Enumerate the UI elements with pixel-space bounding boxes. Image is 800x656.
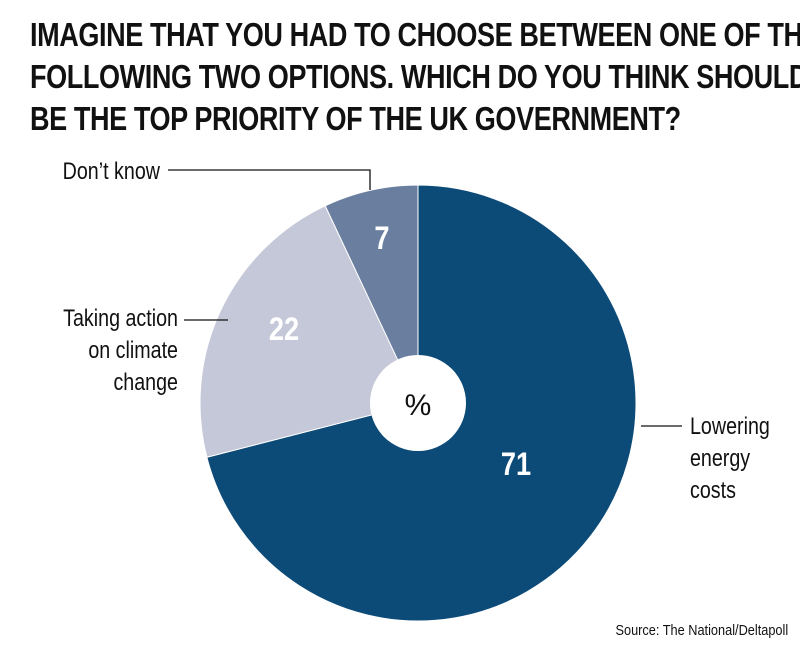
leader-line-don-t-know xyxy=(168,169,371,190)
slice-don-t-know xyxy=(324,184,419,404)
category-label-line: costs xyxy=(690,476,736,503)
source-note: Source: The National/Deltapoll xyxy=(615,622,788,639)
chart-title: IMAGINE THAT YOU HAD TO CHOOSE BETWEEN O… xyxy=(30,14,800,140)
value-label-lowering-energy-costs: 71 xyxy=(501,447,531,483)
donut-hole xyxy=(370,355,466,451)
title-line-1: IMAGINE THAT YOU HAD TO CHOOSE BETWEEN O… xyxy=(30,16,800,53)
slice-taking-action-on-climate-change xyxy=(199,205,419,458)
value-label-taking-action-on-climate-change: 22 xyxy=(269,312,299,348)
category-label-line: energy xyxy=(690,444,750,471)
title-line-3: BE THE TOP PRIORITY OF THE UK GOVERNMENT… xyxy=(30,100,681,137)
category-label-line: Lowering xyxy=(690,412,770,439)
title-line-2: FOLLOWING TWO OPTIONS. WHICH DO YOU THIN… xyxy=(30,58,800,95)
category-label-lowering-energy-costs: Lowering energy costs xyxy=(690,412,770,503)
value-label-don-t-know: 7 xyxy=(374,221,389,257)
category-label-don-t-know: Don’t know xyxy=(63,157,160,184)
category-label-line: Don’t know xyxy=(63,157,160,184)
category-label-line: on climate xyxy=(88,336,178,363)
category-label-line: Taking action xyxy=(63,304,178,331)
category-label-line: change xyxy=(113,368,178,395)
category-label-taking-action-on-climate-change: Taking action on climate change xyxy=(63,304,178,395)
center-unit-label: % xyxy=(405,389,432,422)
